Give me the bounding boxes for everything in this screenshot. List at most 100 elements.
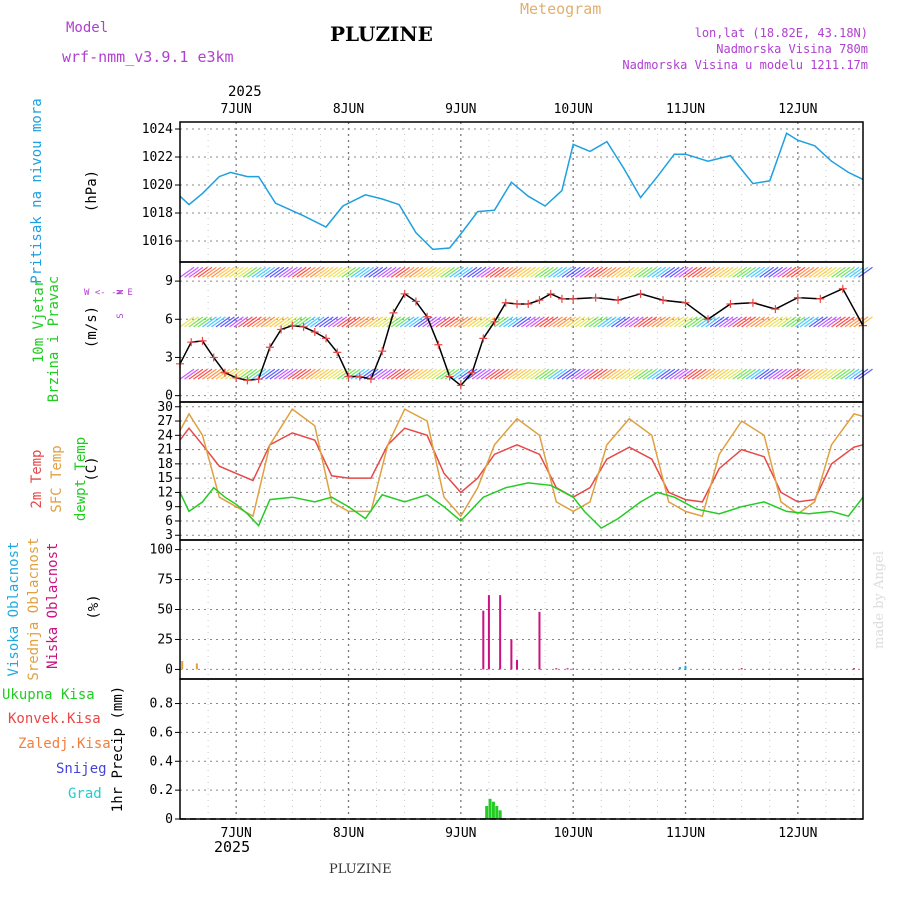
wind-arrow — [835, 266, 851, 278]
temperature-series-2m-temp — [179, 426, 864, 503]
wind-barb-field — [179, 266, 873, 380]
wind-arrow — [557, 316, 572, 328]
wind-arrow — [354, 316, 370, 328]
wind-gust-marker — [254, 375, 263, 384]
wind-ytick-label: 6 — [165, 312, 173, 327]
wind-arrow — [449, 266, 464, 278]
precip-title: 1hr Precip (mm) — [110, 685, 126, 813]
wind-arrow — [579, 316, 595, 328]
wind-arrow — [278, 316, 294, 328]
wind-arrow — [768, 368, 783, 380]
wind-arrow — [494, 266, 509, 278]
day-label-bottom-10jun: 10JUN — [554, 826, 593, 841]
wind-arrow — [552, 266, 568, 278]
wind-arrow — [354, 368, 370, 380]
clouds-series-niska-oblacnost-bar — [740, 668, 743, 670]
year-bottom: 2025 — [214, 838, 251, 856]
wind-gust-marker — [198, 336, 207, 345]
wind-arrow — [260, 266, 276, 278]
wind-arrow — [291, 368, 307, 380]
wind-arrow — [835, 368, 851, 380]
wind-arrow — [498, 316, 514, 328]
wind-arrow — [233, 266, 249, 278]
wind-arrow — [390, 368, 406, 380]
wind-arrow — [444, 368, 460, 380]
wind-arrow — [309, 368, 325, 380]
wind-arrow — [345, 316, 361, 328]
wind-arrow — [646, 368, 662, 380]
series-layer — [176, 132, 867, 819]
wind-arrow — [548, 316, 563, 328]
wind-arrow — [700, 368, 716, 380]
wind-arrow — [813, 266, 828, 278]
wind-arrow — [188, 368, 204, 380]
wind-arrow — [745, 316, 761, 328]
wind-arrow — [323, 316, 339, 328]
wind-arrow — [503, 368, 518, 380]
wind-arrow — [602, 368, 617, 380]
wind-arrow — [853, 368, 869, 380]
wind-arrow — [615, 368, 631, 380]
wind-arrow — [593, 316, 608, 328]
wind-arrow — [530, 368, 545, 380]
pressure-ytick-label: 1020 — [142, 178, 173, 193]
wind-arrow — [786, 316, 801, 328]
temperature-ytick-label: 27 — [157, 414, 173, 429]
footer-station: PLUZINE — [329, 862, 392, 877]
wind-arrow — [525, 316, 541, 328]
wind-arrow — [570, 316, 586, 328]
wind-arrow — [799, 316, 815, 328]
wind-arrow — [197, 266, 213, 278]
wind-arrow — [251, 316, 267, 328]
wind-arrow — [251, 266, 267, 278]
wind-gust-marker — [659, 296, 668, 305]
wind-arrow — [786, 368, 801, 380]
wind-gust-marker — [344, 372, 353, 381]
grid-layer — [180, 122, 863, 820]
wind-gust-marker — [591, 293, 600, 302]
compass-s: S — [116, 313, 126, 319]
wind-arrow — [673, 266, 689, 278]
wind-arrow — [395, 266, 411, 278]
wind-arrow — [606, 316, 622, 328]
wind-arrow — [588, 316, 604, 328]
wind-gust-marker — [838, 284, 847, 293]
wind-arrow — [494, 368, 509, 380]
temperature-series-sfc-temp — [179, 408, 864, 518]
wind-arrow — [673, 316, 689, 328]
temp-title-2: SFC Temp — [49, 445, 65, 513]
wind-arrow — [714, 266, 730, 278]
clouds-ytick-label: 50 — [157, 603, 173, 618]
precip-series-ukupna-kisa-bar — [491, 801, 495, 819]
temperature-ytick-label: 12 — [157, 485, 173, 500]
wind-arrow — [687, 316, 703, 328]
wind-arrow — [566, 266, 581, 278]
wind-arrow — [772, 266, 788, 278]
year-top: 2025 — [228, 84, 262, 100]
wind-arrow — [822, 266, 837, 278]
wind-arrow — [768, 266, 783, 278]
wind-arrow — [503, 316, 518, 328]
wind-arrow — [682, 368, 698, 380]
pressure-title: Pritisak na nivou mora — [29, 98, 45, 284]
precip-series-ukupna-kisa-bar — [485, 806, 489, 819]
day-label-top-12jun: 12JUN — [778, 102, 817, 117]
wind-arrow — [799, 266, 815, 278]
wind-arrow — [727, 266, 743, 278]
day-label-bottom-11jun: 11JUN — [666, 826, 705, 841]
wind-arrow — [813, 316, 828, 328]
wind-arrow — [211, 316, 226, 328]
wind-arrow — [184, 266, 199, 278]
clouds-series-niska-oblacnost-bar — [538, 611, 541, 670]
wind-unit: (m/s) — [84, 305, 100, 349]
wind-arrow — [179, 316, 195, 328]
clouds-ytick-label: 0 — [165, 662, 173, 677]
precip-legend-snijeg: Snijeg — [56, 761, 107, 777]
wind-arrow — [840, 266, 855, 278]
clouds-series-niska-oblacnost-bar — [510, 639, 513, 670]
wind-arrow — [467, 266, 482, 278]
wind-arrow — [341, 266, 357, 278]
wind-arrow — [570, 266, 586, 278]
wind-arrow — [440, 266, 455, 278]
wind-arrow — [413, 266, 429, 278]
